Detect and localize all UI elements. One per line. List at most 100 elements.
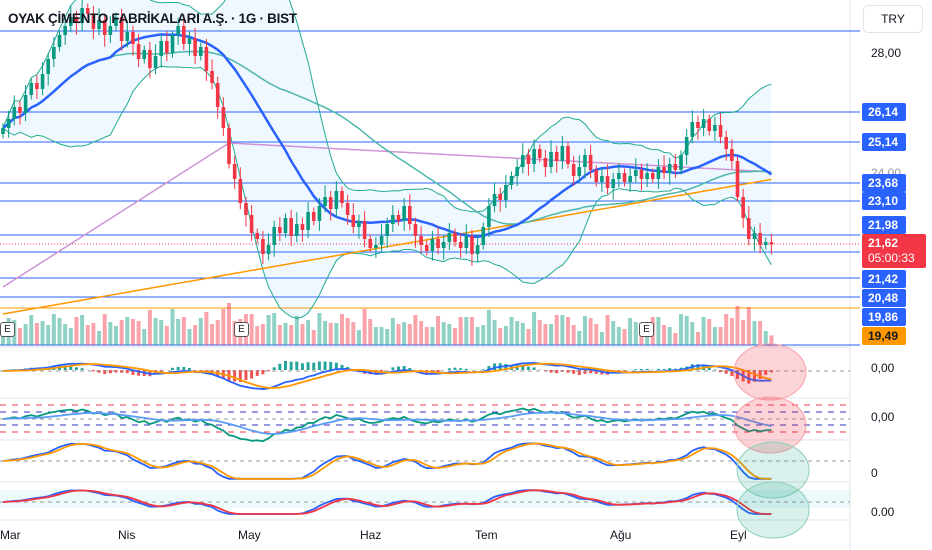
stoch-line-b <box>2 442 772 480</box>
candle <box>396 215 401 221</box>
volume-bar <box>68 328 73 345</box>
volume-bar <box>656 317 661 345</box>
volume-bar <box>85 325 90 345</box>
candle <box>374 245 378 248</box>
signal-highlight <box>736 441 810 499</box>
candle <box>136 44 141 59</box>
volume-bar <box>532 312 537 345</box>
volume-bar <box>588 318 593 345</box>
candle <box>436 239 440 248</box>
macd-histogram-bar <box>447 368 451 370</box>
candle <box>656 167 661 179</box>
volume-bar <box>114 326 118 345</box>
volume-bar <box>430 327 435 345</box>
ma50-line <box>2 50 772 225</box>
volume-bar <box>181 317 186 345</box>
candle <box>402 206 406 221</box>
candle <box>645 173 649 179</box>
candle <box>504 185 508 200</box>
earnings-badge[interactable]: E <box>0 322 15 337</box>
macd-histogram-bar <box>108 370 112 374</box>
volume-bar <box>187 329 192 345</box>
candle <box>611 179 615 188</box>
volume-bar <box>424 327 429 345</box>
candle <box>526 155 531 164</box>
macd-histogram-bar <box>300 363 304 370</box>
volume-bar <box>328 323 333 345</box>
candle <box>408 206 412 224</box>
earnings-badge[interactable]: E <box>234 322 249 337</box>
volume-bar <box>673 333 678 345</box>
candle <box>419 236 423 245</box>
volume-bar <box>543 324 548 345</box>
candle <box>650 173 655 179</box>
volume-bar <box>407 324 412 345</box>
volume-bar <box>582 316 587 345</box>
candle <box>679 155 683 170</box>
candle <box>328 197 333 209</box>
x-label-may: May <box>238 528 261 542</box>
volume-bar <box>447 324 452 345</box>
volume-bar <box>577 331 582 345</box>
macd-histogram-bar <box>623 370 626 371</box>
macd-histogram-bar <box>187 367 191 370</box>
candle <box>311 212 316 221</box>
volume-bar <box>91 323 96 345</box>
volume-bar <box>763 331 768 345</box>
macd-histogram-bar <box>459 368 463 370</box>
candle <box>549 152 553 167</box>
macd-histogram-bar <box>736 370 739 379</box>
candle <box>108 26 113 35</box>
candle <box>244 203 248 215</box>
macd-histogram-bar <box>374 370 378 375</box>
macd-histogram-bar <box>272 367 276 370</box>
macd-histogram-bar <box>114 370 118 373</box>
volume-bar <box>255 326 260 345</box>
candle <box>481 227 486 245</box>
candle <box>176 26 180 35</box>
candle <box>278 227 282 233</box>
volume-bar <box>701 317 706 345</box>
last-price-label: 21,62 05:00:33 <box>862 234 926 268</box>
symbol-title: OYAK ÇİMENTO FABRİKALARI A.Ş. · 1G · BIS… <box>8 11 297 26</box>
candle <box>187 38 192 44</box>
volume-bar <box>170 309 175 345</box>
bar-countdown: 05:00:33 <box>868 251 915 265</box>
candle <box>255 233 260 239</box>
candle <box>198 47 203 56</box>
volume-bar <box>198 318 203 345</box>
candle <box>69 17 73 26</box>
candle <box>193 38 197 56</box>
last-price: 21,62 <box>868 236 899 250</box>
candle <box>441 242 446 248</box>
macd-histogram-bar <box>487 366 491 370</box>
volume-bar <box>622 329 627 345</box>
volume-bar <box>164 326 169 345</box>
macd-histogram-bar <box>295 361 299 370</box>
candle <box>74 17 79 23</box>
volume-bar <box>1 333 5 345</box>
volume-bar <box>758 321 763 345</box>
candle <box>227 128 231 164</box>
earnings-badge[interactable]: E <box>639 322 654 337</box>
macd-histogram-bar <box>74 367 78 370</box>
candle <box>667 164 672 173</box>
macd-histogram-bar <box>577 370 581 376</box>
macd-histogram-bar <box>80 368 84 370</box>
volume-bar <box>498 328 503 345</box>
volume-bar <box>277 325 282 345</box>
macd-line-b <box>2 362 772 389</box>
currency-button[interactable]: TRY <box>863 5 923 33</box>
candle <box>735 161 740 197</box>
candle <box>46 59 50 74</box>
candle <box>684 137 689 155</box>
candle <box>554 152 559 161</box>
candle <box>159 41 163 56</box>
volume-bar <box>571 325 576 345</box>
candle <box>170 35 175 53</box>
volume-bar <box>599 332 604 345</box>
volume-bar <box>628 318 633 345</box>
candle <box>85 8 90 14</box>
volume-bar <box>51 314 56 345</box>
